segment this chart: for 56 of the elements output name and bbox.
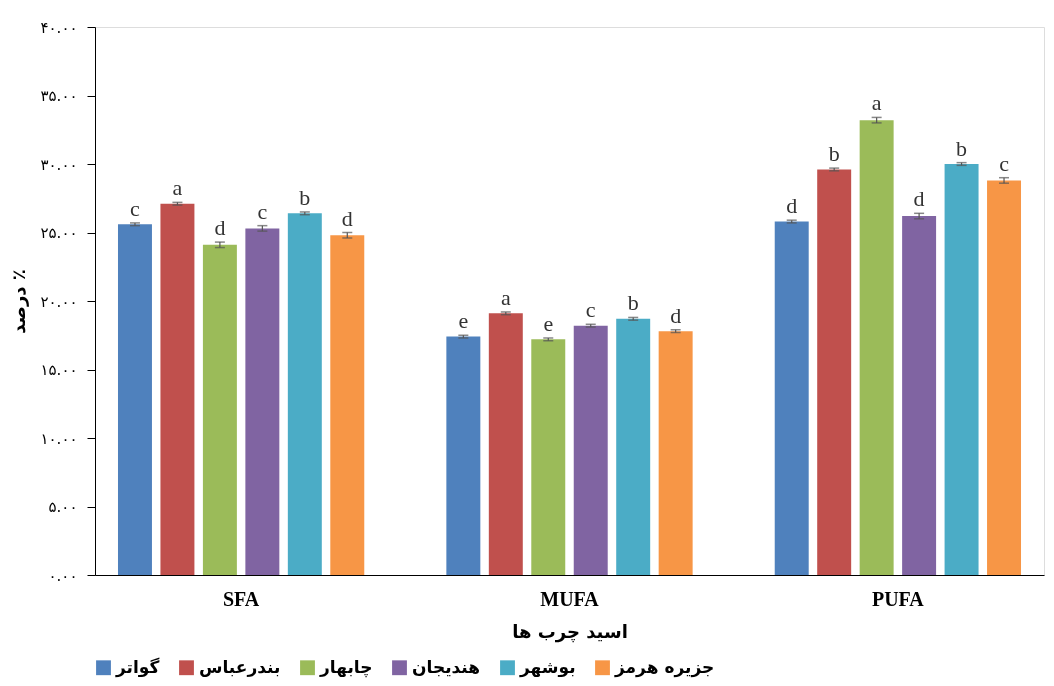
- bar: [944, 164, 979, 575]
- legend-label: چابهار: [319, 656, 373, 678]
- data-label: c: [999, 150, 1010, 176]
- bar: [902, 216, 937, 575]
- y-tick-label: ۱۰.۰۰: [40, 429, 78, 448]
- data-label: c: [257, 198, 268, 224]
- data-label: b: [828, 141, 840, 167]
- y-axis-title: درصد ٪: [7, 269, 29, 334]
- y-tick-label: ۲۵.۰۰: [40, 224, 78, 242]
- bar: [817, 169, 852, 575]
- bar: [330, 235, 365, 575]
- y-tick-label: ۴۰.۰۰: [40, 18, 78, 37]
- data-label: b: [627, 290, 639, 316]
- legend-label: بوشهر: [519, 656, 576, 678]
- y-tick-label: ۵.۰۰: [48, 498, 78, 516]
- data-label: d: [786, 193, 798, 219]
- bar: [859, 120, 894, 575]
- x-tick-label: MUFA: [540, 587, 600, 610]
- data-label: c: [130, 195, 141, 221]
- data-label: d: [670, 302, 682, 328]
- data-label: b: [299, 184, 311, 210]
- data-label: b: [956, 135, 968, 161]
- x-axis-title: اسید چرب ها: [512, 620, 628, 643]
- data-label: d: [341, 205, 353, 231]
- y-tick-label: ۰.۰۰: [48, 566, 78, 585]
- data-label: a: [871, 90, 882, 116]
- bar: [987, 180, 1022, 575]
- bar: [287, 213, 322, 575]
- x-tick-label: SFA: [222, 587, 260, 610]
- bar: [531, 339, 566, 575]
- bar: [488, 313, 523, 575]
- data-label: a: [500, 284, 511, 310]
- bar: [658, 331, 693, 575]
- data-label: d: [913, 186, 925, 212]
- data-label: d: [214, 215, 226, 241]
- bar: [616, 318, 651, 575]
- y-tick-label: ۳۵.۰۰: [40, 87, 78, 105]
- bar: [117, 224, 152, 575]
- legend-label: گواتر: [115, 656, 160, 678]
- bar: [446, 336, 481, 575]
- legend-label: جزیره هرمز: [614, 656, 715, 678]
- bar: [245, 228, 280, 575]
- x-tick-label: PUFA: [871, 587, 925, 610]
- data-label: a: [172, 175, 183, 201]
- bar: [160, 203, 195, 575]
- bar: [202, 244, 237, 575]
- data-label: e: [458, 308, 469, 334]
- y-tick-label: ۱۵.۰۰: [40, 361, 78, 379]
- legend-label: هندیجان: [412, 656, 481, 677]
- data-label: c: [585, 297, 596, 323]
- y-tick-label: ۲۰.۰۰: [40, 292, 78, 311]
- legend-label: بندرعباس: [199, 656, 281, 677]
- data-label: e: [543, 310, 554, 336]
- y-tick-label: ۳۰.۰۰: [40, 155, 78, 174]
- bar: [774, 221, 809, 575]
- bar: [573, 325, 608, 575]
